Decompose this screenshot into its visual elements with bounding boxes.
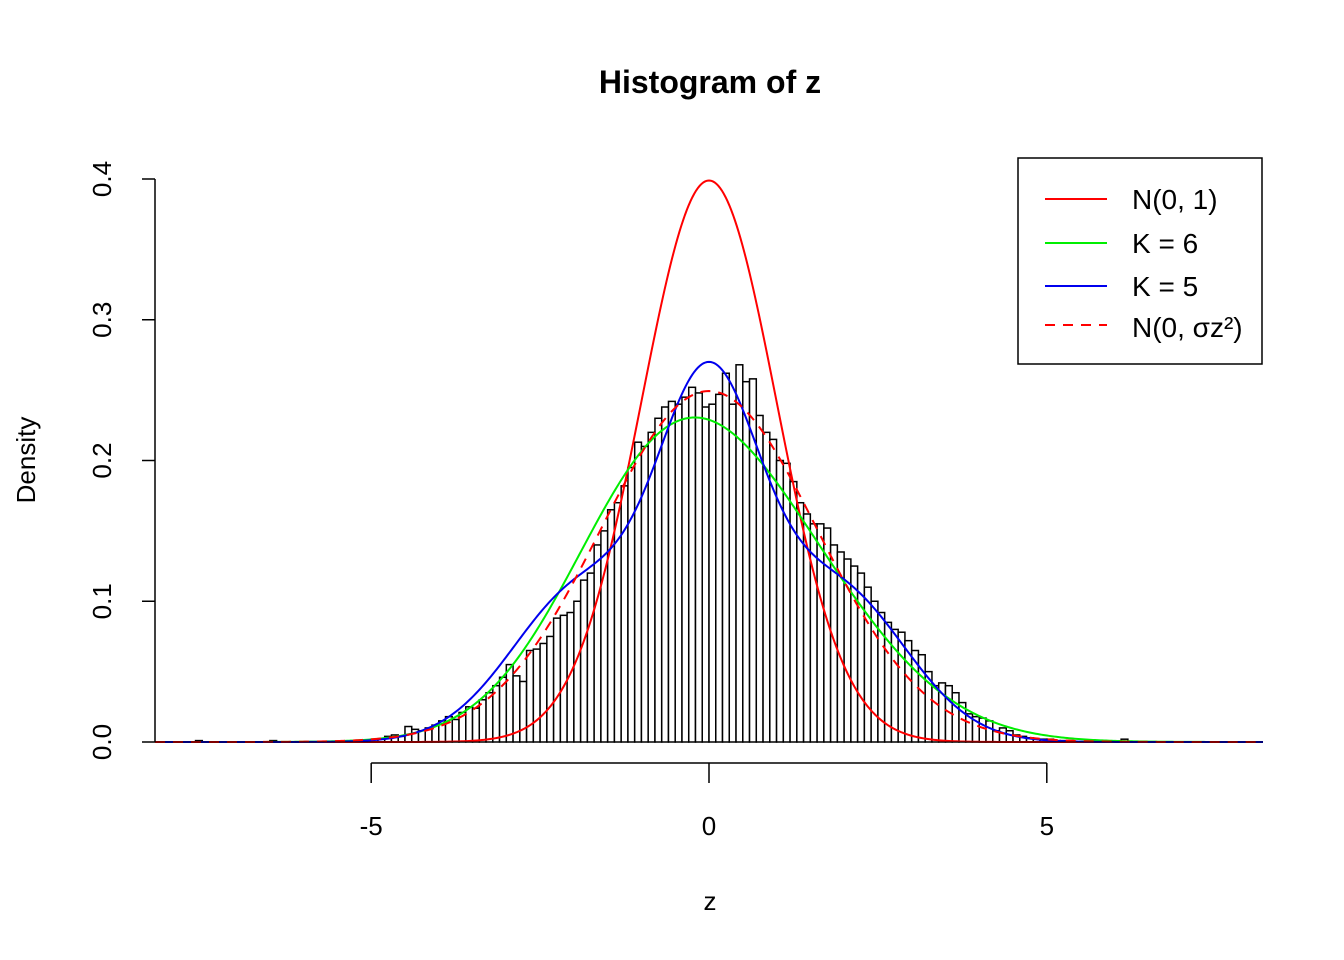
histogram-bar [931,684,940,743]
y-axis-label: Density [11,417,41,504]
histogram-bar [579,579,589,743]
histogram-bar [667,400,676,743]
histogram-bar [735,364,744,743]
histogram-bar [715,393,724,743]
histogram-bar [660,406,670,743]
histogram-bar [586,572,595,743]
histogram-bar [687,386,697,743]
histogram-bar [559,614,568,743]
legend-label-k6: K = 6 [1132,228,1198,259]
histogram-bar [465,706,474,743]
histogram-bar [593,544,602,743]
histogram-bar [498,676,508,743]
histogram-bar [546,635,555,743]
histogram-bar [485,691,494,743]
histogram-bar [742,380,751,743]
histogram-bar [856,572,866,743]
legend-label-n01: N(0, 1) [1132,184,1218,215]
histogram-bar [633,441,643,743]
histogram-bar [701,406,710,743]
x-tick-label: 0 [702,811,716,841]
histogram-bar [471,707,481,743]
x-axis: -5 0 5 [155,741,1263,841]
histogram-bar [654,417,663,743]
x-tick-label: 5 [1040,811,1054,841]
histogram-bar [573,600,582,743]
chart-title: Histogram of z [599,64,821,100]
density-curve-3 [155,390,1263,743]
x-tick-label: -5 [360,811,383,841]
y-tick-label: 0.0 [87,724,117,760]
histogram-bar [998,727,1008,743]
histogram-bar [708,403,717,743]
histogram-bar [539,642,548,743]
y-tick-label: 0.2 [87,442,117,478]
histogram-bar [525,649,535,743]
histogram-bar [532,648,541,743]
legend-label-k5: K = 5 [1132,271,1198,302]
histogram-bar [816,523,825,743]
histogram-bar [728,403,737,743]
legend: N(0, 1) K = 6 K = 5 N(0, σz²) [1017,157,1263,365]
bars-group [194,364,1129,743]
y-tick-label: 0.1 [87,583,117,619]
histogram-bar [897,631,906,743]
y-tick-label: 0.4 [87,161,117,197]
histogram-bar [978,717,987,743]
histogram-bar [552,617,562,743]
histogram-bar [519,680,528,743]
histogram-bar [674,403,683,743]
y-axis: 0.0 0.1 0.2 0.3 0.4 [87,161,156,760]
y-tick-label: 0.3 [87,302,117,338]
x-axis-label: z [704,886,717,916]
histogram-bar [782,462,791,743]
histogram-bar [627,466,636,743]
histogram-bar [451,718,460,743]
histogram-bar [505,663,514,743]
histogram-bar [985,720,994,743]
legend-box [1017,157,1263,365]
histogram-bar [681,396,690,743]
histogram-bar [951,691,960,743]
histogram-bar [789,480,798,743]
histogram-bar [478,699,487,743]
histogram-bar [694,392,703,743]
legend-label-nsigma: N(0, σz²) [1132,312,1243,343]
